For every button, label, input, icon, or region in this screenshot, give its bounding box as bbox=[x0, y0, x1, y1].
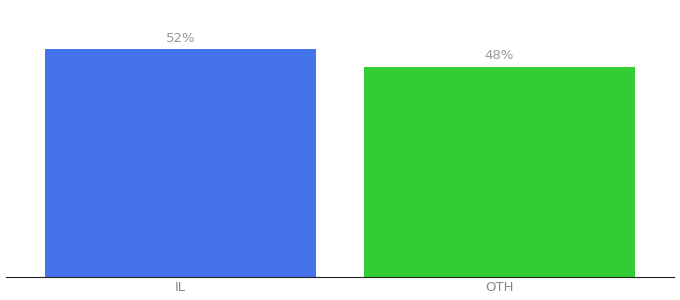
Text: 48%: 48% bbox=[485, 50, 514, 62]
Text: 52%: 52% bbox=[166, 32, 196, 45]
Bar bbox=[364, 67, 634, 277]
Bar bbox=[46, 49, 316, 277]
